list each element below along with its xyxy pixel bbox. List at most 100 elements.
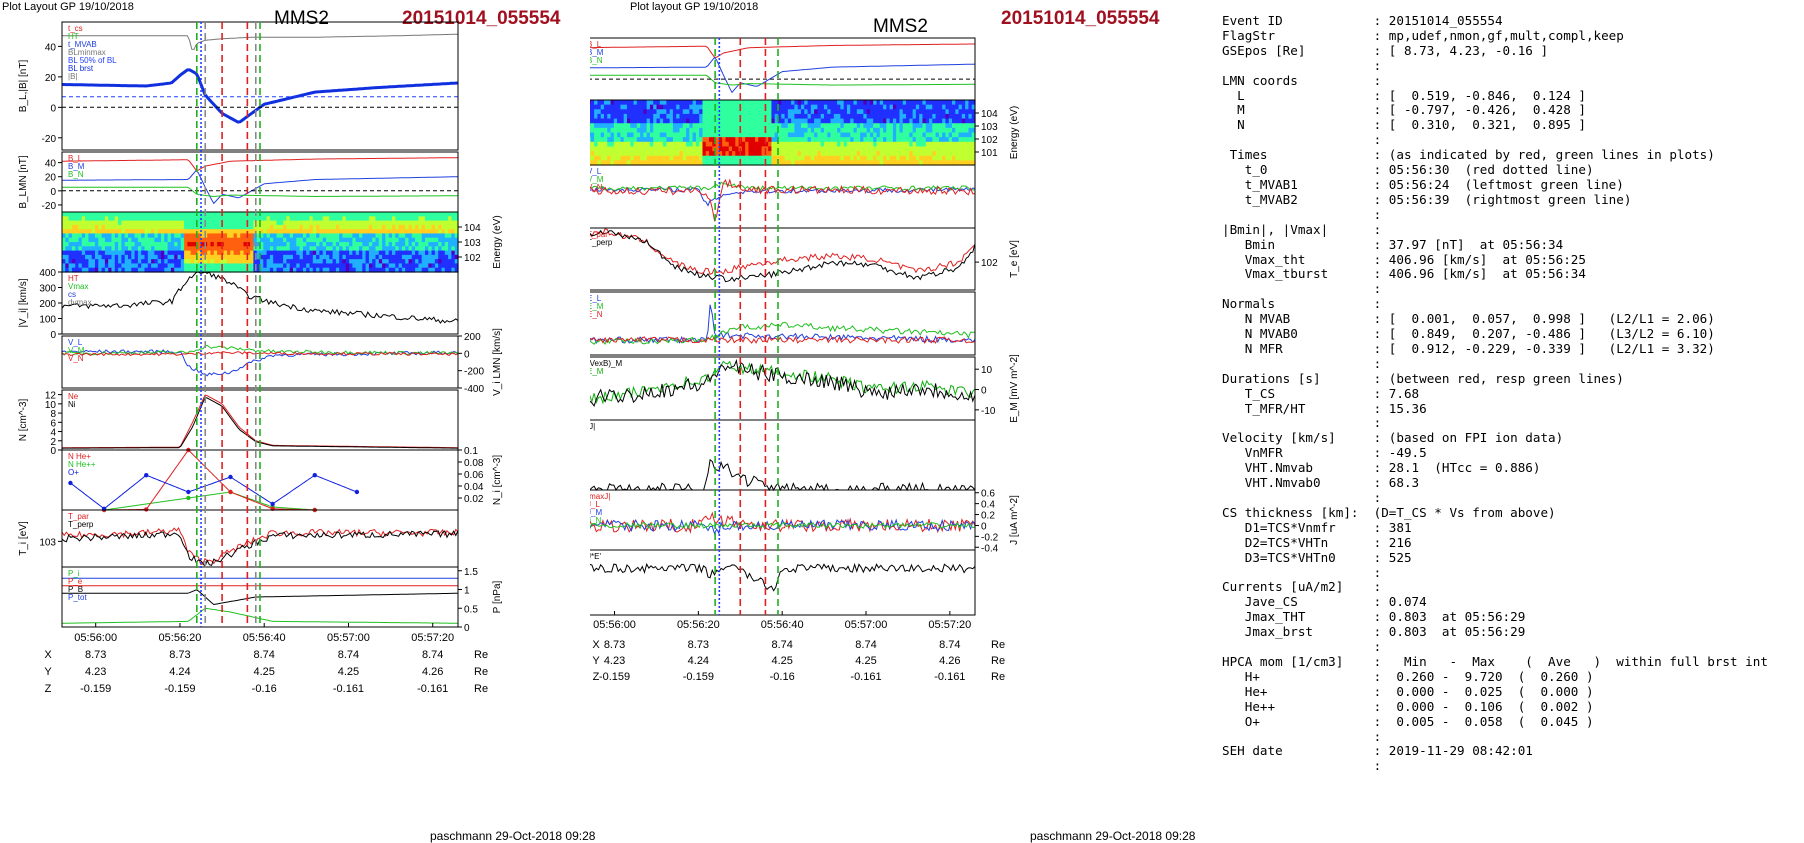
spectrogram-cell [322,250,327,256]
spectrogram-cell [620,137,625,143]
spectrogram-cell [131,224,136,230]
spectrogram-cell [276,216,281,222]
info-line: Jmax_brst : 0.803 at 05:56:29 [1222,624,1526,640]
spectrogram-cell [101,216,106,222]
spectrogram-cell [276,224,281,230]
spectrogram-cell [227,254,231,260]
spectrogram-cell [863,155,868,161]
spectrogram-cell [646,123,651,129]
spectrogram-cell [401,254,406,260]
spectrogram-cell [722,132,727,138]
y-axis-label: B_LMN [nT] [18,155,29,209]
spectrogram-cell [617,127,621,134]
spectrogram-cell [177,267,182,273]
spectrogram-cell [98,212,103,217]
spectrogram-cell [850,137,855,143]
spectrogram-cell [938,104,943,110]
spectrogram-cell [712,109,717,115]
spectrogram-cell [807,118,812,124]
ephemeris-value: -0.161 [417,683,448,695]
spectrogram-cell [902,132,907,138]
spectrogram-cell [860,160,864,166]
spectrogram-cell [289,229,294,235]
info-line: : [1222,281,1382,297]
spectrogram-cell [326,242,330,247]
spectrogram-cell [141,254,146,260]
spectrogram-cell [827,155,832,161]
spectrogram-cell [702,100,707,106]
spectrogram-cell [316,250,320,256]
spectrogram-cell [302,237,307,243]
spectrogram-cell [794,151,799,157]
spectrogram-cell [260,259,264,265]
spectrogram-cell [401,267,406,273]
spectrogram-cell [748,127,753,134]
spectrogram-cell [755,132,759,138]
spectrogram-cell [955,123,960,129]
spectrogram-cell [594,118,599,124]
spectrogram-cell [118,216,122,222]
spectrogram-cell [296,229,301,235]
spectrogram-cell [134,220,139,226]
right-footer: paschmann 29-Oct-2018 09:28 [1030,829,1196,843]
spectrogram-cell [728,113,733,120]
spectrogram-cell [306,259,311,265]
spectrogram-cell [147,216,152,222]
spectrogram-cell [705,123,710,129]
spectrogram-cell [889,100,894,106]
spectrogram-cell [919,155,924,161]
spectrogram-cell [850,127,855,134]
spectrogram-cell [88,224,93,230]
spectrogram-cell [850,113,855,120]
spectrogram-cell [197,263,202,269]
spectrogram-cell [98,250,103,256]
spectrogram-cell [669,141,674,148]
spectrogram-cell [355,254,360,260]
spectrogram-cell [411,216,416,222]
spectrogram-cell [866,104,871,110]
spectrogram-cell [764,160,769,166]
spectrogram-cell [147,263,152,269]
spectrogram-cell [161,263,165,269]
spectrogram-cell [253,216,258,222]
spectrogram-cell [909,118,914,124]
spectrogram-cell [879,123,884,129]
spectrogram-cell [787,137,792,143]
spectrogram-cell [372,237,377,243]
spectrogram-cell [623,137,628,143]
spectrogram-cell [843,141,848,148]
spectrogram-cell [388,254,393,260]
spectrogram-cell [909,151,914,157]
spectrogram-cell [640,100,644,106]
spectrogram-cell [243,267,248,273]
spectrogram-cell [965,141,970,148]
spectrogram-cell [646,137,651,143]
info-line: N MVAB0 : [ 0.849, 0.207, -0.486 ] (L3/L… [1222,326,1715,342]
spectrogram-cell [227,250,231,256]
spectrogram-cell [227,246,231,252]
y-tick-label: 0.1 [464,446,478,457]
spectrogram-cell [319,246,324,252]
ephemeris-label: Z [593,671,600,683]
spectrogram-cell [846,113,851,120]
spectrogram-cell [768,132,773,138]
y-tick-label: 0 [50,446,56,457]
spectrogram-cell [728,137,733,143]
spectrogram-cell [236,254,241,260]
spectrogram-cell [853,104,858,110]
spectrogram-cell [961,155,966,161]
spectrogram-cell [709,141,713,148]
spectrogram-cell [833,113,838,120]
spectrogram-cell [283,259,287,265]
spectrogram-cell [649,123,654,129]
spectrogram-cell [607,104,612,110]
spectrogram-cell [692,151,697,157]
spectrogram-cell [600,123,605,129]
spectrogram-cell [421,246,426,252]
spectrogram-cell [355,242,360,247]
spectrogram-cell [955,100,960,106]
spectrogram-cell [732,118,736,124]
spectrogram-cell [666,151,671,157]
spectrogram-cell [961,113,966,120]
spectrogram-cell [81,250,86,256]
